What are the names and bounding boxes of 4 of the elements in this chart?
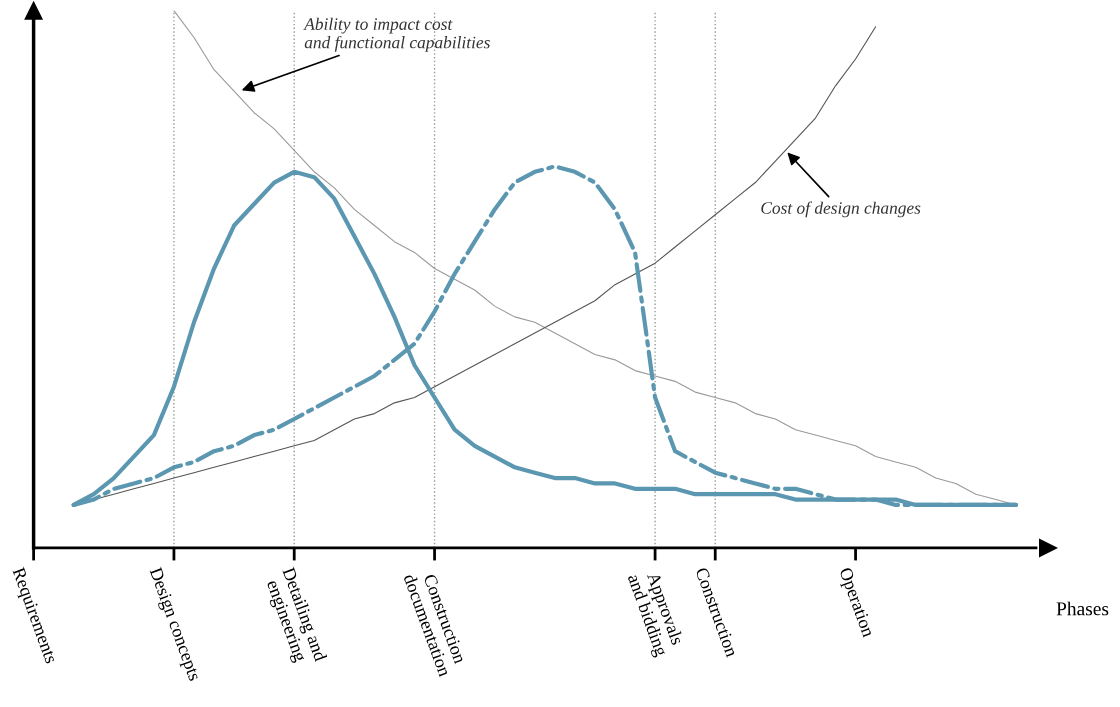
annotation: Cost of design changes bbox=[761, 201, 921, 218]
x-axis-title: Phases bbox=[1056, 601, 1109, 616]
x-tick-label: Design concepts bbox=[146, 566, 202, 683]
annotation: Ability to impact cost and functional capabilities bbox=[303, 17, 490, 52]
